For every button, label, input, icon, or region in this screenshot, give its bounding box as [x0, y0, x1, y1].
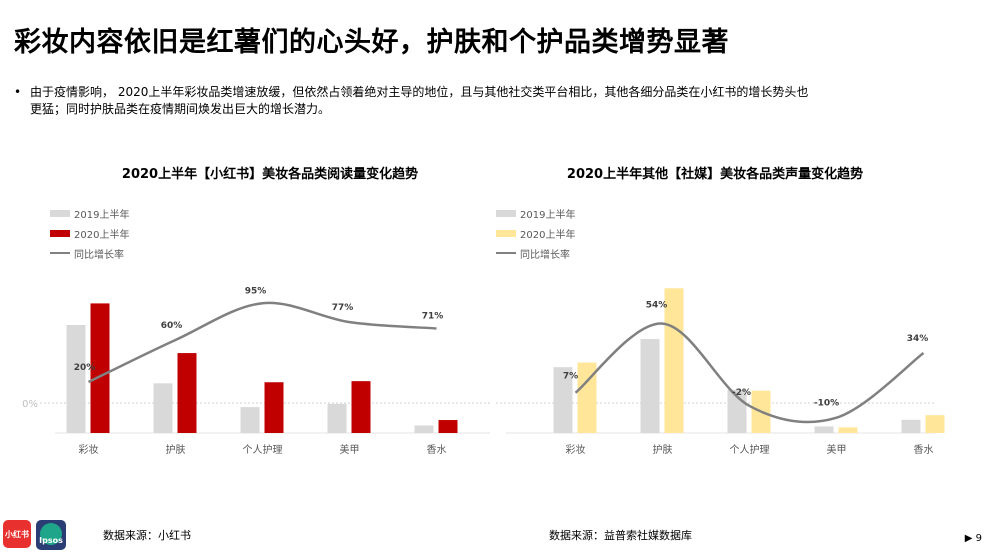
growth-data-label: 20% [74, 363, 96, 373]
bar-2020 [577, 362, 597, 433]
x-tick-label: 彩妆 [566, 443, 586, 456]
chart-xiaohongshu: 0% 彩妆 护肤 个人护理 美甲 香水 20% 60% 95% 77% 71% [22, 286, 490, 456]
legend-label-2020: 2020上半年 [520, 229, 576, 241]
page-number: ▶ 9 [965, 533, 982, 544]
chart-social-media: 彩妆 护肤 个人护理 美甲 香水 7% 54% -2% -10% 34% [496, 288, 945, 456]
legend-label-growth: 同比增长率 [74, 249, 124, 261]
growth-data-label: 54% [646, 301, 668, 311]
bullet-dot-icon: • [14, 85, 22, 99]
bar-2019 [553, 367, 573, 433]
x-tick-label: 个人护理 [730, 443, 770, 456]
growth-data-label: 71% [422, 311, 444, 321]
legend-label-2019: 2019上半年 [74, 209, 130, 221]
legend-item-2019: 2019上半年 [496, 203, 575, 223]
bar-2020 [351, 381, 371, 433]
chart-title-xiaohongshu: 2020上半年【小红书】美妆各品类阅读量变化趋势 [121, 167, 419, 182]
growth-data-label: 95% [245, 286, 267, 296]
bar-2019 [327, 403, 347, 433]
legend-label-growth: 同比增长率 [520, 249, 570, 261]
bar-2020 [438, 420, 458, 433]
page-title: 彩妆内容依旧是红薯们的心头好，护肤和个护品类增势显著 [14, 27, 729, 58]
chart-title-social-media: 2020上半年其他【社媒】美妆各品类声量变化趋势 [566, 167, 864, 182]
x-tick-label: 彩妆 [79, 443, 99, 456]
legend-swatch-2020 [50, 229, 70, 237]
growth-data-label: -2% [732, 388, 751, 398]
page-number-value: 9 [975, 533, 982, 544]
legend-item-2020: 2020上半年 [50, 223, 129, 243]
legend-swatch-growth [50, 252, 70, 254]
bar-2020 [90, 303, 110, 433]
source-xiaohongshu: 数据来源：小红书 [103, 529, 191, 542]
bar-2020 [177, 353, 197, 433]
legend-item-2020: 2020上半年 [496, 223, 575, 243]
growth-rate-line [87, 301, 437, 384]
legend-item-2019: 2019上半年 [50, 203, 129, 223]
growth-data-label: 7% [563, 372, 578, 382]
zero-axis-label: 0% [22, 399, 38, 410]
legend-label-2020: 2020上半年 [74, 229, 130, 241]
bar-2020 [925, 415, 945, 433]
legend-item-growth: 同比增长率 [50, 243, 129, 263]
bar-2019 [66, 325, 86, 433]
summary-text: 由于疫情影响， 2020上半年彩妆品类增速放缓，但依然占领着绝对主导的地位，且与… [30, 85, 809, 116]
ipsos-logo: Ipsos [36, 520, 66, 550]
bar-2019 [814, 426, 834, 433]
legend-swatch-2020 [496, 229, 516, 237]
bar-2019 [640, 339, 660, 433]
growth-data-label: 77% [332, 303, 354, 313]
legend-item-growth: 同比增长率 [496, 243, 575, 263]
page-arrow-icon: ▶ [964, 533, 973, 544]
x-tick-label: 香水 [427, 444, 447, 456]
bar-2020 [664, 288, 684, 433]
bar-2019 [240, 407, 260, 433]
x-tick-label: 护肤 [166, 443, 186, 456]
legend-swatch-2019 [496, 209, 516, 217]
bar-2019 [153, 383, 173, 433]
bar-2020 [264, 382, 284, 433]
legend-swatch-growth [496, 252, 516, 254]
growth-data-label: -10% [814, 399, 839, 409]
bar-2019 [901, 419, 921, 433]
legend-label-2019: 2019上半年 [520, 209, 576, 221]
legend-xiaohongshu: 2019上半年 2020上半年 同比增长率 [50, 203, 129, 263]
x-tick-label: 护肤 [653, 443, 673, 456]
growth-rate-line [574, 322, 925, 424]
growth-data-label: 34% [907, 334, 929, 344]
legend-swatch-2019 [50, 209, 70, 217]
x-tick-label: 美甲 [340, 443, 360, 456]
xiaohongshu-logo: 小红书 [3, 520, 31, 548]
bar-2019 [414, 425, 434, 433]
x-tick-label: 美甲 [827, 443, 847, 456]
bar-2020 [838, 427, 858, 433]
growth-data-label: 60% [161, 321, 183, 331]
source-social-media: 数据来源：益普索社媒数据库 [549, 529, 692, 542]
x-tick-label: 香水 [914, 444, 934, 456]
legend-social-media: 2019上半年 2020上半年 同比增长率 [496, 203, 575, 263]
x-tick-label: 个人护理 [243, 443, 283, 456]
